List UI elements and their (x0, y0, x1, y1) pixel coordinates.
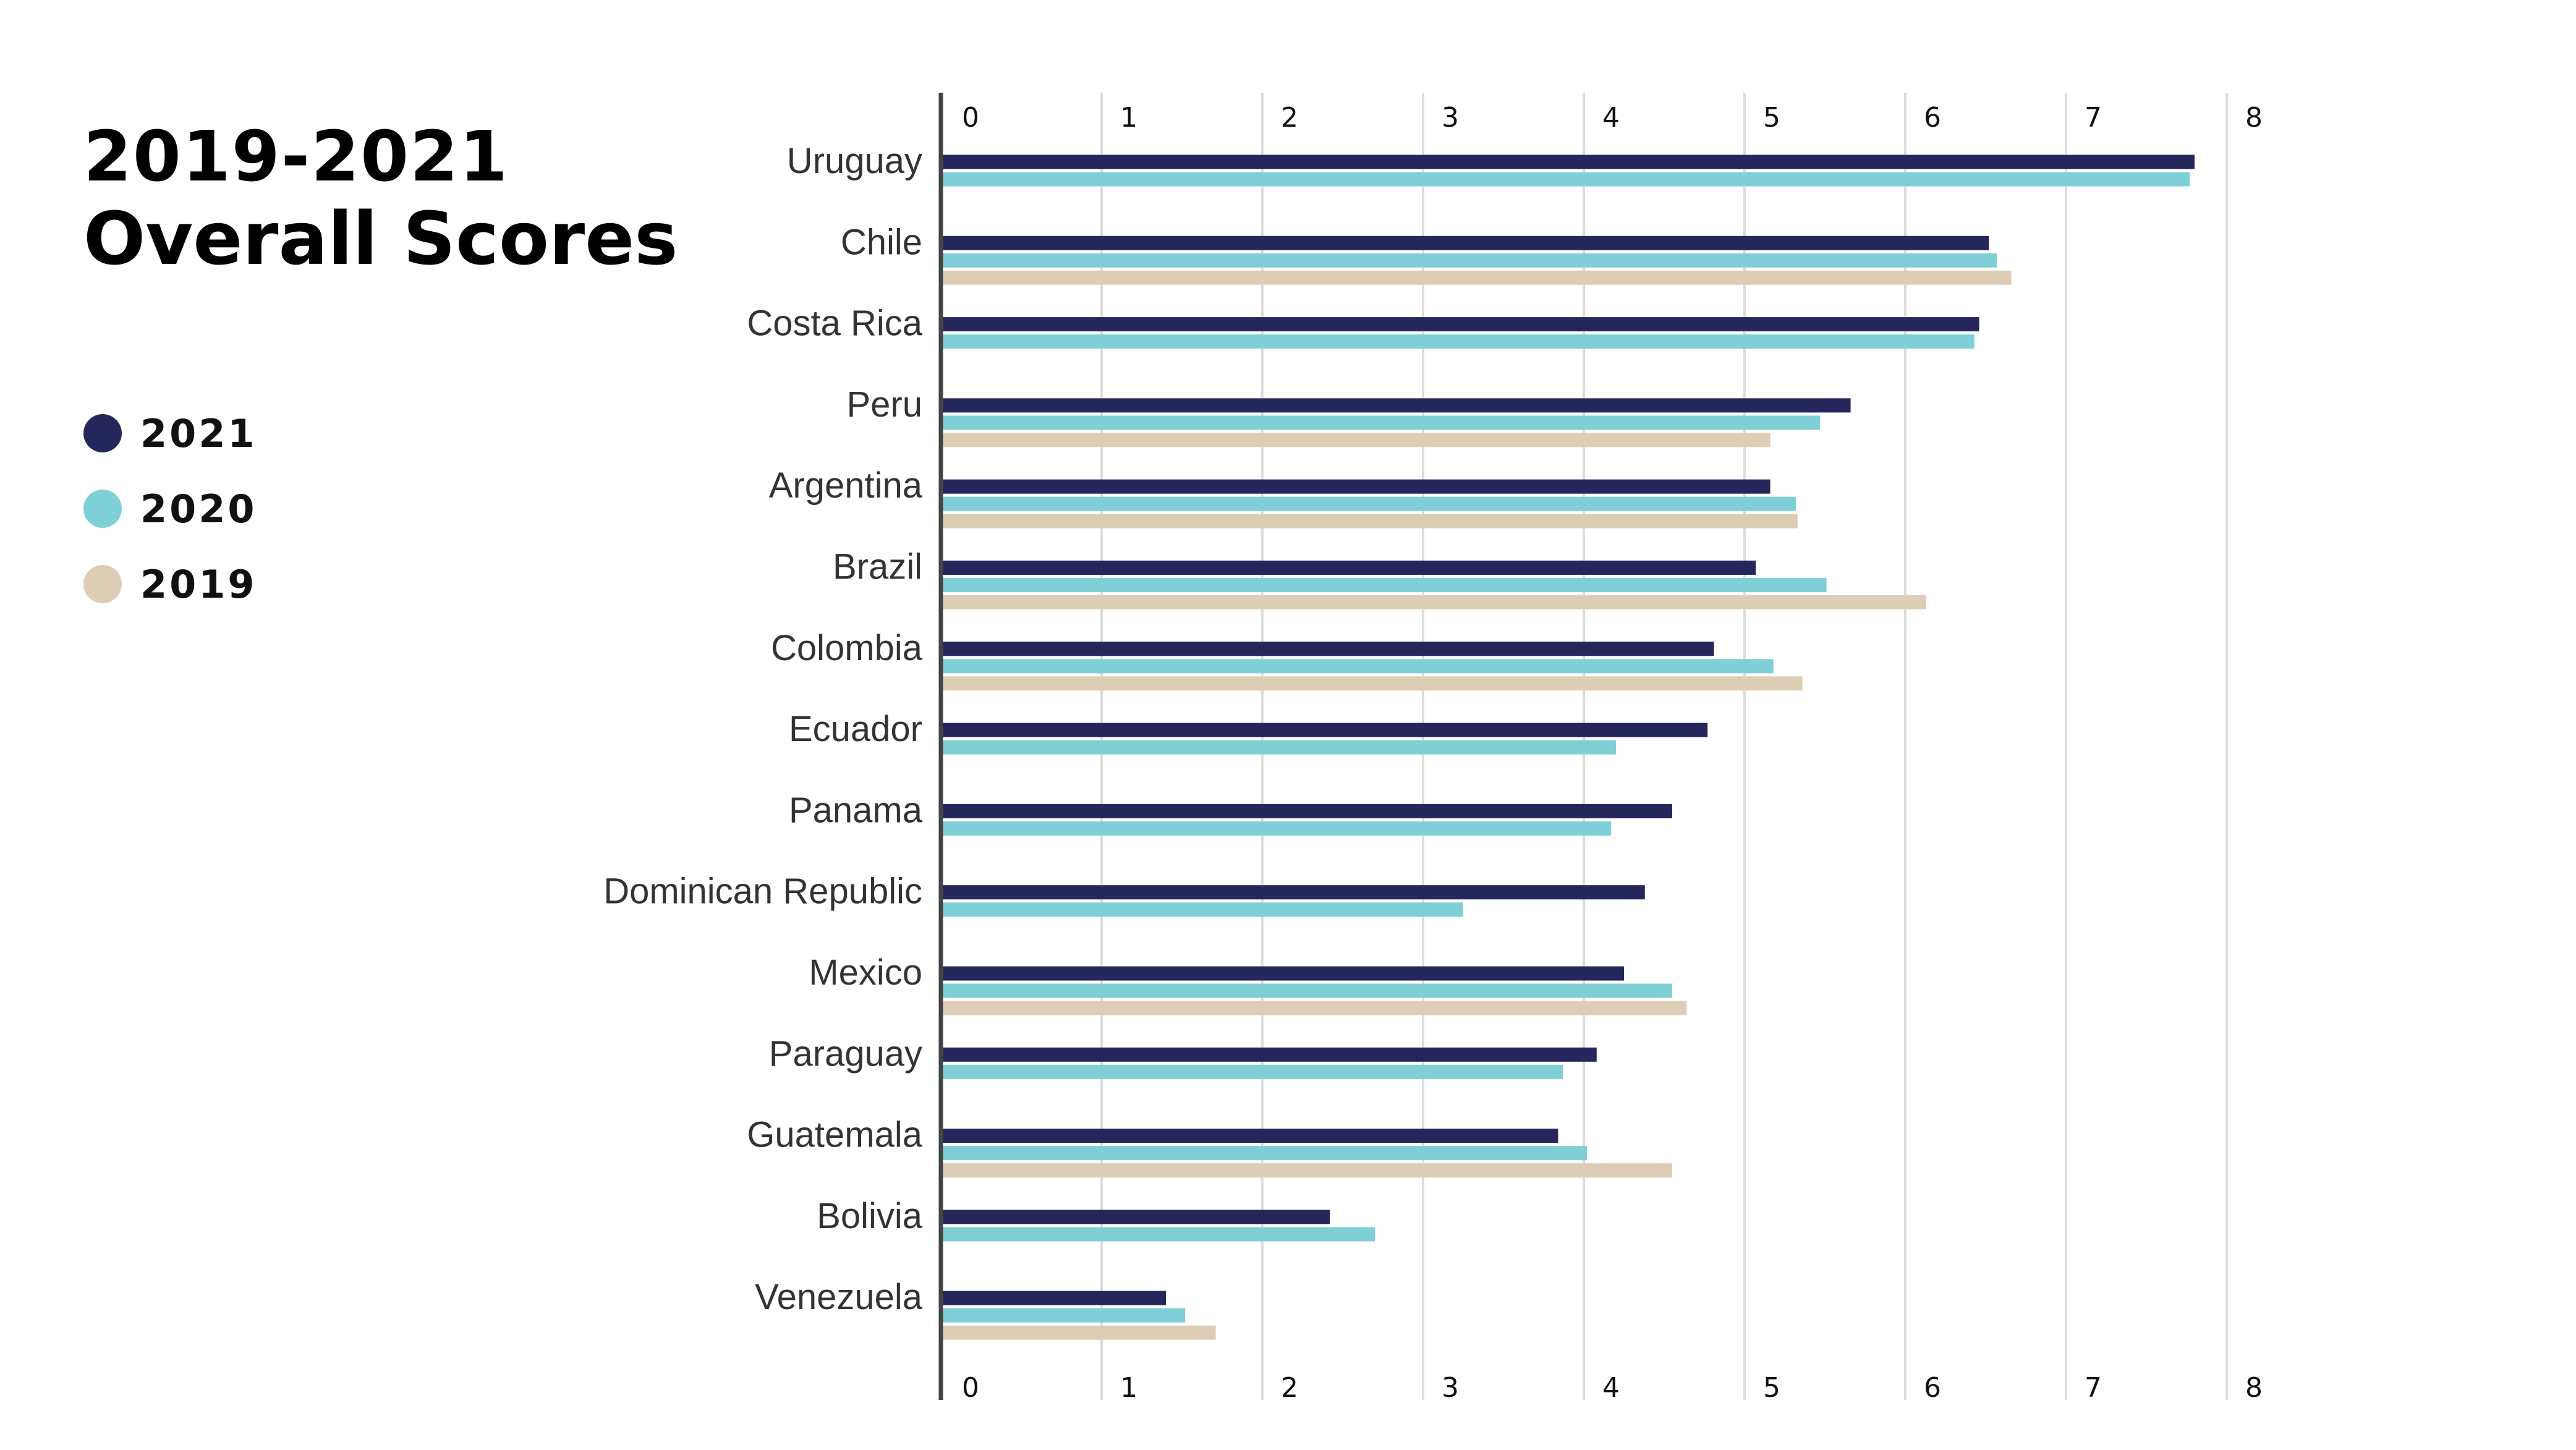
x-tick-label-top-3: 3 (1442, 102, 1459, 134)
x-tick-label-bottom-8: 8 (2245, 1372, 2263, 1404)
bar-bolivia-2020 (941, 1227, 1375, 1242)
bar-guatemala-2021 (941, 1129, 1558, 1143)
legend-label-2020: 2020 (140, 486, 257, 532)
category-label-guatemala: Guatemala (747, 1115, 922, 1155)
category-label-paraguay: Paraguay (769, 1033, 922, 1074)
bar-dominican-republic-2021 (941, 885, 1645, 900)
x-tick-label-top-8: 8 (2245, 102, 2263, 134)
legend: 2021 2020 2019 (83, 396, 257, 622)
bar-panama-2021 (941, 803, 1672, 818)
bar-paraguay-2021 (941, 1047, 1597, 1062)
bar-mexico-2020 (941, 983, 1672, 998)
x-tick-label-bottom-2: 2 (1281, 1372, 1298, 1404)
legend-item-2019: 2019 (83, 546, 257, 622)
bar-uruguay-2020 (941, 172, 2190, 187)
category-label-venezuela: Venezuela (755, 1277, 923, 1317)
bar-peru-2021 (941, 398, 1851, 413)
x-tick-label-top-6: 6 (1924, 102, 1941, 134)
category-label-peru: Peru (846, 384, 922, 425)
category-label-chile: Chile (841, 222, 922, 262)
bar-venezuela-2020 (941, 1308, 1186, 1323)
title-line-1: 2019-2021 (83, 117, 509, 197)
x-tick-label-top-4: 4 (1602, 102, 1620, 134)
bar-argentina-2020 (941, 496, 1796, 511)
bar-chile-2019 (941, 270, 2012, 285)
bar-uruguay-2021 (941, 155, 2195, 169)
bar-brazil-2021 (941, 561, 1756, 575)
category-label-dominican-republic: Dominican Republic (603, 871, 922, 912)
legend-swatch-2021 (83, 414, 122, 452)
legend-label-2019: 2019 (140, 561, 257, 607)
bar-argentina-2019 (941, 514, 1798, 528)
x-tick-label-bottom-7: 7 (2085, 1372, 2102, 1404)
bar-costa-rica-2021 (941, 317, 1979, 332)
x-tick-label-bottom-5: 5 (1763, 1372, 1780, 1404)
bar-panama-2020 (941, 821, 1612, 836)
bar-paraguay-2020 (941, 1064, 1563, 1079)
category-label-colombia: Colombia (771, 628, 923, 668)
bar-chile-2021 (941, 235, 1989, 250)
bar-ecuador-2020 (941, 740, 1616, 755)
category-label-uruguay: Uruguay (787, 141, 922, 181)
bar-argentina-2021 (941, 479, 1770, 494)
bar-colombia-2020 (941, 659, 1774, 674)
x-tick-label-bottom-0: 0 (962, 1372, 979, 1404)
legend-swatch-2019 (83, 565, 122, 603)
chart-title: 2019-2021 Overall Scores (83, 117, 678, 281)
x-tick-label-bottom-1: 1 (1120, 1372, 1137, 1404)
bar-guatemala-2019 (941, 1163, 1672, 1178)
bar-dominican-republic-2020 (941, 902, 1463, 917)
bar-venezuela-2019 (941, 1325, 1216, 1340)
x-tick-label-bottom-6: 6 (1924, 1372, 1941, 1404)
legend-item-2021: 2021 (83, 396, 257, 471)
bar-colombia-2021 (941, 642, 1714, 656)
category-label-mexico: Mexico (809, 952, 922, 993)
category-label-bolivia: Bolivia (817, 1196, 923, 1236)
category-label-ecuador: Ecuador (789, 709, 922, 749)
legend-swatch-2020 (83, 490, 122, 528)
bar-venezuela-2021 (941, 1291, 1166, 1305)
x-tick-label-bottom-3: 3 (1442, 1372, 1459, 1404)
x-tick-label-top-7: 7 (2085, 102, 2102, 134)
bar-brazil-2020 (941, 578, 1827, 592)
x-tick-label-top-5: 5 (1763, 102, 1780, 134)
category-label-brazil: Brazil (833, 547, 922, 587)
legend-item-2020: 2020 (83, 471, 257, 546)
category-label-argentina: Argentina (769, 465, 923, 506)
x-tick-label-bottom-4: 4 (1602, 1372, 1620, 1404)
bar-peru-2019 (941, 433, 1770, 447)
x-tick-label-top-1: 1 (1120, 102, 1137, 134)
bar-mexico-2021 (941, 966, 1624, 981)
bar-chile-2020 (941, 253, 1997, 268)
category-label-panama: Panama (789, 790, 923, 830)
bar-colombia-2019 (941, 676, 1803, 691)
legend-label-2021: 2021 (140, 410, 257, 456)
x-tick-label-top-2: 2 (1281, 102, 1298, 134)
title-line-2: Overall Scores (83, 195, 678, 281)
bar-guatemala-2020 (941, 1146, 1588, 1161)
category-label-costa-rica: Costa Rica (747, 303, 922, 344)
bar-ecuador-2021 (941, 723, 1708, 737)
bar-mexico-2019 (941, 1001, 1687, 1015)
bar-bolivia-2021 (941, 1210, 1330, 1224)
bar-costa-rica-2020 (941, 334, 1975, 349)
bar-brazil-2019 (941, 595, 1926, 609)
bar-peru-2020 (941, 415, 1821, 430)
x-tick-label-top-0: 0 (962, 102, 979, 134)
